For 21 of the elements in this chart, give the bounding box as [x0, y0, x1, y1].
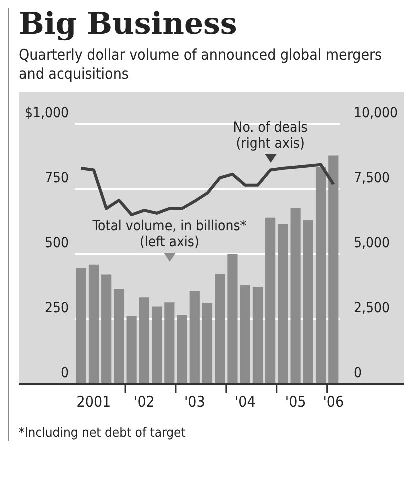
annotation: No. of deals (right axis)	[233, 120, 308, 152]
x-tick-label: '05	[285, 392, 306, 411]
chart-subtitle: Quarterly dollar volume of announced global mergers and acquisitions	[19, 46, 384, 84]
y-tick-label: 250	[45, 300, 70, 317]
chart-title: Big Business	[19, 7, 238, 42]
y2-tick-label: 5,000	[354, 236, 390, 252]
y2-tick-label: 7,500	[354, 170, 390, 187]
y-tick-label: $1,000	[24, 106, 70, 122]
y2-tick-label: 0	[354, 366, 362, 382]
x-tick-label: '06	[323, 392, 344, 411]
y2-tick-label: 10,000	[354, 106, 398, 122]
x-tick-label: '02	[134, 392, 155, 411]
text: *Including net debt of target	[19, 426, 187, 441]
annotation: Total volume, in billions* (left axis)	[92, 218, 247, 251]
y2-tick-label: 2,500	[354, 300, 390, 317]
x-tick-label: 2001	[76, 392, 112, 411]
x-tick-label: '03	[184, 392, 206, 411]
y-tick-label: 0	[61, 366, 70, 382]
x-tick-label: '04	[234, 392, 256, 411]
y-tick-label: 750	[45, 170, 70, 187]
y-tick-label: 500	[45, 236, 70, 252]
